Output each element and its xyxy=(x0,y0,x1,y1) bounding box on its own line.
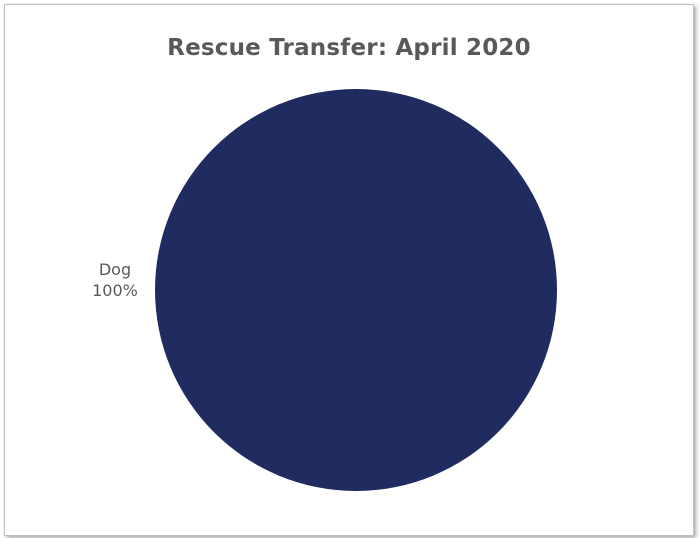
slice-category-label: Dog xyxy=(99,260,131,279)
pie-slice-dog xyxy=(155,89,557,491)
pie-chart: Dog 100% xyxy=(92,89,557,491)
chart-frame: Rescue Transfer: April 2020 Dog 100% xyxy=(4,4,694,536)
chart-title: Rescue Transfer: April 2020 xyxy=(167,35,531,61)
slice-percent-label: 100% xyxy=(92,281,138,300)
